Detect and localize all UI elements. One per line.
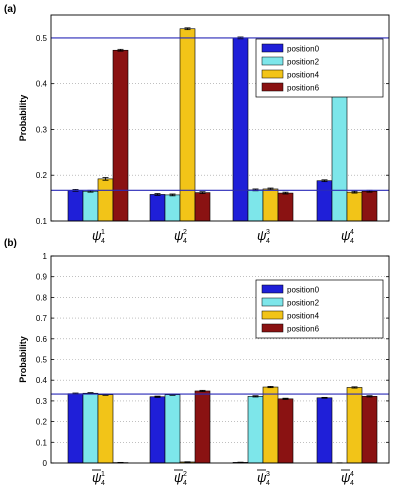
panel-b-ytick-label: 0.1 xyxy=(36,438,48,447)
panel-a-ytick-label: 0.3 xyxy=(36,125,48,134)
panel-a-xtick-sup: 1 xyxy=(101,229,105,236)
panel-a-bar-position6 xyxy=(278,193,293,221)
panel-b-bar-position2 xyxy=(248,396,263,463)
panel-b-ytick-label: 0.8 xyxy=(36,293,48,302)
panel-a-bar-position6 xyxy=(113,50,128,221)
panel-a-bar-position6 xyxy=(362,191,377,221)
panel-a-xtick-sub: 4 xyxy=(101,238,105,245)
panel-b-legend-label-position2: position2 xyxy=(287,299,320,308)
panel-b-xtick-sub: 4 xyxy=(101,480,105,487)
panel-a-ytick-label: 0.1 xyxy=(36,217,48,226)
panel-b-bar-position0 xyxy=(150,397,165,463)
panel-b-xtick-sup: 4 xyxy=(350,471,354,478)
panel-b-ytick-label: 0.4 xyxy=(36,376,48,385)
panel-a-bar-position4 xyxy=(347,192,362,221)
panel-a-legend-label-position2: position2 xyxy=(287,58,320,67)
panel-a-label: (a) xyxy=(4,4,16,15)
panel-a-xtick-sup: 4 xyxy=(350,229,354,236)
panel-a-legend-swatch-position4 xyxy=(262,70,283,78)
panel-a-xtick-sub: 4 xyxy=(350,238,354,245)
panel-a-legend-label-position6: position6 xyxy=(287,84,320,93)
panel-b-bar-position0 xyxy=(68,394,83,463)
panel-b-ytick-label: 0.6 xyxy=(36,335,48,344)
panel-a-legend: position0 position2 position4 position6 xyxy=(256,39,383,97)
panel-b-bar-position4 xyxy=(98,395,113,463)
panel-b-xtick-sup: 1 xyxy=(101,471,105,478)
panel-b-ytick-label: 0.2 xyxy=(36,418,48,427)
panel-b-legend-swatch-position4 xyxy=(262,311,283,319)
panel-b-xtick-sub: 4 xyxy=(350,480,354,487)
panel-a-legend-swatch-position2 xyxy=(262,57,283,65)
panel-a-legend-label-position4: position4 xyxy=(287,71,320,80)
panel-a-bar-position6 xyxy=(195,193,210,221)
panel-b-ytick-label: 0.7 xyxy=(36,314,48,323)
panel-a-xtick-sub: 4 xyxy=(183,238,187,245)
panel-a-bar-position0 xyxy=(317,181,332,221)
panel-a-legend-label-position0: position0 xyxy=(287,45,320,54)
panel-a-ylabel: Probability xyxy=(18,95,28,142)
panel-b-legend-swatch-position6 xyxy=(262,324,283,332)
panel-b-bar-position4 xyxy=(263,387,278,463)
panel-b-legend-swatch-position0 xyxy=(262,285,283,293)
panel-b-legend-label-position4: position4 xyxy=(287,312,320,321)
panel-b-xtick-sup: 2 xyxy=(183,471,187,478)
panel-a-ytick-label: 0.2 xyxy=(36,171,48,180)
panel-b-legend-label-position6: position6 xyxy=(287,325,320,334)
panel-b-bar-position6 xyxy=(362,396,377,463)
panel-a-bar-position4 xyxy=(263,189,278,221)
panel-a-ytick-label: 0.4 xyxy=(36,80,48,89)
panel-b-xtick-sub: 4 xyxy=(183,480,187,487)
panel-b-bar-position2 xyxy=(83,393,98,463)
panel-b: (b) 0 0.1 0.2 0.3 0.4 0.5 0.6 0.7 0.8 0.9 1 Probabil… xyxy=(4,238,389,487)
panel-a-bar-position2 xyxy=(248,190,263,221)
panel-a-legend-swatch-position6 xyxy=(262,83,283,91)
panel-b-ytick-label: 0.3 xyxy=(36,397,48,406)
panel-a-legend-swatch-position0 xyxy=(262,44,283,52)
panel-a-bar-position2 xyxy=(83,191,98,221)
panel-b-legend-label-position0: position0 xyxy=(287,286,320,295)
panel-b-label: (b) xyxy=(4,238,17,249)
panel-b-xtick-sup: 3 xyxy=(266,471,270,478)
panel-a-bar-position0 xyxy=(150,194,165,221)
panel-b-ytick-label: 0.9 xyxy=(36,273,48,282)
panel-a-ytick-label: 0.5 xyxy=(36,34,48,43)
panel-b-ytick-label: 0 xyxy=(43,459,48,468)
panel-b-bar-position4 xyxy=(347,387,362,463)
panel-b-bar-position0 xyxy=(317,398,332,463)
panel-a-xtick-sup: 3 xyxy=(266,229,270,236)
panel-b-bar-position6 xyxy=(278,399,293,463)
panel-b-bar-position6 xyxy=(195,391,210,463)
panel-a-xtick-sup: 2 xyxy=(183,229,187,236)
panel-b-ytick-label: 0.5 xyxy=(36,356,48,365)
panel-b-ytick-label: 1 xyxy=(43,252,48,261)
panel-a-bar-position2 xyxy=(165,195,180,221)
panel-a-bar-position0 xyxy=(233,38,248,221)
panel-b-legend: position0 position2 position4 position6 xyxy=(256,280,383,338)
panel-a-bar-position4 xyxy=(98,179,113,221)
panel-b-xtick-sub: 4 xyxy=(266,480,270,487)
panel-a-xtick-sub: 4 xyxy=(266,238,270,245)
panel-b-bar-position2 xyxy=(165,395,180,463)
panel-b-ylabel: Probability xyxy=(18,336,28,383)
panel-b-legend-swatch-position2 xyxy=(262,298,283,306)
panel-a-bar-position4 xyxy=(180,29,195,221)
panel-a-bar-position0 xyxy=(68,190,83,221)
